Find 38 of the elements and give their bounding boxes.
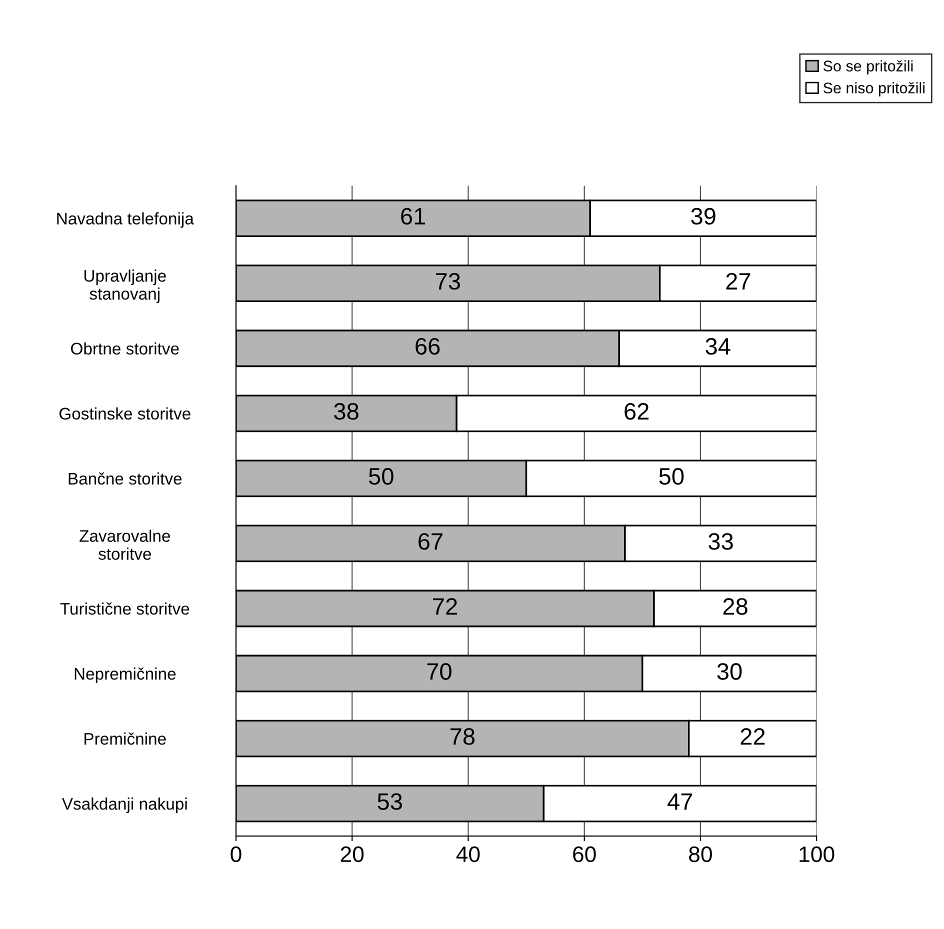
x-tick-label: 60: [573, 846, 596, 862]
data-label: 72: [433, 598, 457, 615]
y-tick-label: Gostinske storitve: [60, 407, 190, 420]
data-label: 73: [436, 272, 460, 290]
data-label: 66: [416, 338, 440, 355]
x-tick-label: 0: [230, 846, 242, 862]
x-tick-label: 20: [340, 846, 364, 862]
y-tick-label: Bančne storitve: [68, 472, 182, 485]
data-label: 33: [708, 533, 733, 550]
y-tick-label: Vsakdanji nakupi: [62, 798, 187, 814]
x-tick-label: 100: [800, 846, 834, 862]
y-tick-label: Premičnine: [84, 732, 166, 745]
y-tick-label: Turistične storitve: [60, 602, 190, 615]
data-label: 67: [418, 533, 442, 550]
data-label: 27: [726, 272, 750, 290]
y-tick-label: Obrtne storitve: [71, 342, 179, 355]
data-label: 70: [427, 663, 452, 680]
data-label: 28: [723, 598, 748, 615]
data-label: 30: [717, 663, 742, 680]
data-label: 34: [706, 338, 730, 355]
data-label: 78: [450, 728, 475, 745]
data-label: 61: [401, 208, 426, 225]
data-label: 50: [368, 468, 394, 485]
legend-label: Se niso pritožili: [823, 82, 925, 96]
x-tick-label: 80: [689, 846, 712, 862]
data-label: 22: [740, 728, 765, 745]
y-tick-label: Zavarovalne storitve: [80, 530, 170, 560]
data-label: 53: [378, 793, 402, 810]
y-tick-label: Nepremičnine: [74, 667, 176, 684]
data-label: 39: [691, 208, 716, 225]
x-tick-label: 40: [456, 846, 480, 862]
legend-label: So se pritožili: [823, 60, 913, 74]
y-tick-label: Upravljanje stanovanj: [84, 270, 166, 304]
data-label: 47: [668, 793, 692, 810]
y-tick-label: Navadna telefonija: [57, 212, 194, 228]
data-label: 38: [334, 403, 358, 420]
data-label: 62: [624, 403, 649, 420]
data-label: 50: [659, 468, 684, 485]
